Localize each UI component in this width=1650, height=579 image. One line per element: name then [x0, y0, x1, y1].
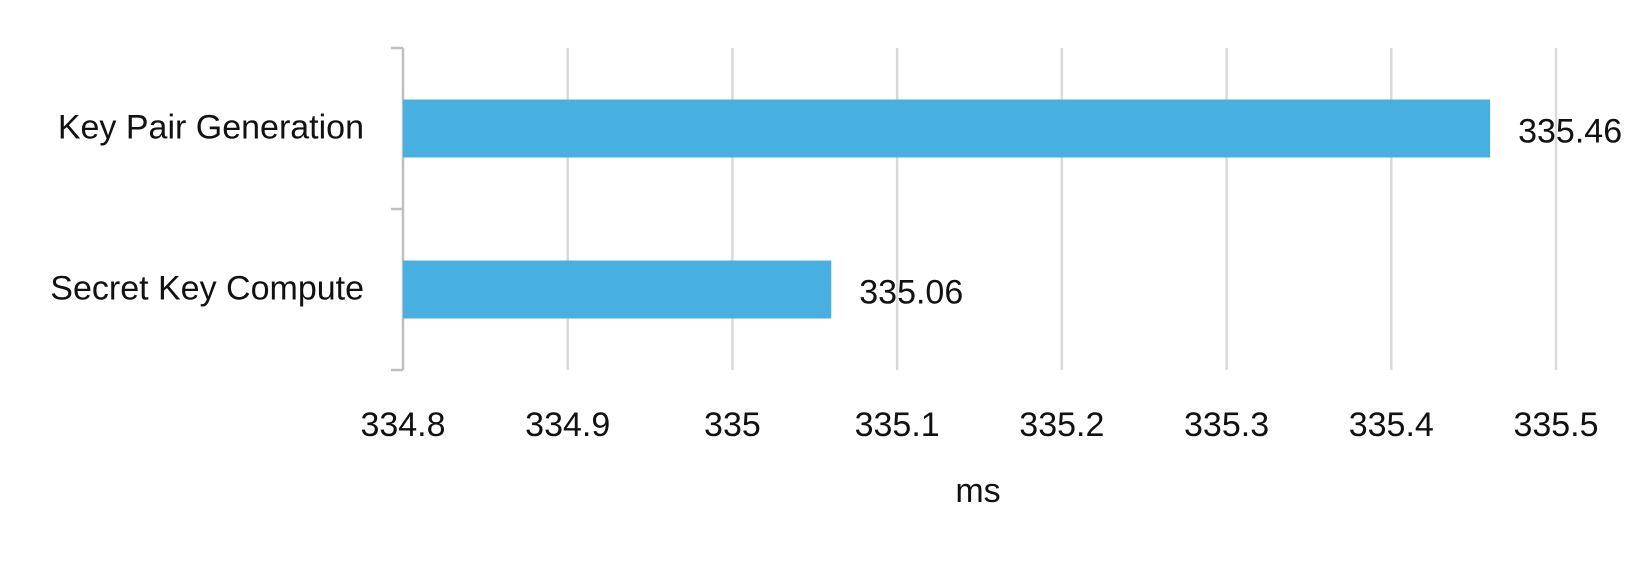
x-tick-label: 334.8: [360, 406, 445, 444]
x-axis-title: ms: [955, 472, 1000, 510]
bar: [403, 260, 832, 319]
bar: [403, 99, 1491, 158]
x-tick-label: 335.1: [855, 406, 940, 444]
data-label: 335.46: [1518, 113, 1622, 151]
x-tick-label: 334.9: [525, 406, 610, 444]
gridlines: [566, 48, 1558, 370]
data-label: 335.06: [859, 274, 963, 312]
x-tick-label: 335: [704, 406, 761, 444]
bars: [403, 99, 1491, 319]
x-tick-label: 335.4: [1349, 406, 1434, 444]
category-labels: Key Pair Generation Secret Key Compute: [50, 109, 364, 308]
category-axis: [391, 46, 405, 372]
category-label: Secret Key Compute: [50, 270, 364, 308]
data-labels: 335.46 335.06: [859, 113, 1622, 312]
x-tick-labels: 334.8 334.9 335 335.1 335.2 335.3 335.4 335.5: [360, 406, 1598, 444]
category-label: Key Pair Generation: [58, 109, 364, 147]
x-tick-label: 335.3: [1184, 406, 1269, 444]
x-tick-label: 335.2: [1019, 406, 1104, 444]
x-tick-label: 335.5: [1513, 406, 1598, 444]
